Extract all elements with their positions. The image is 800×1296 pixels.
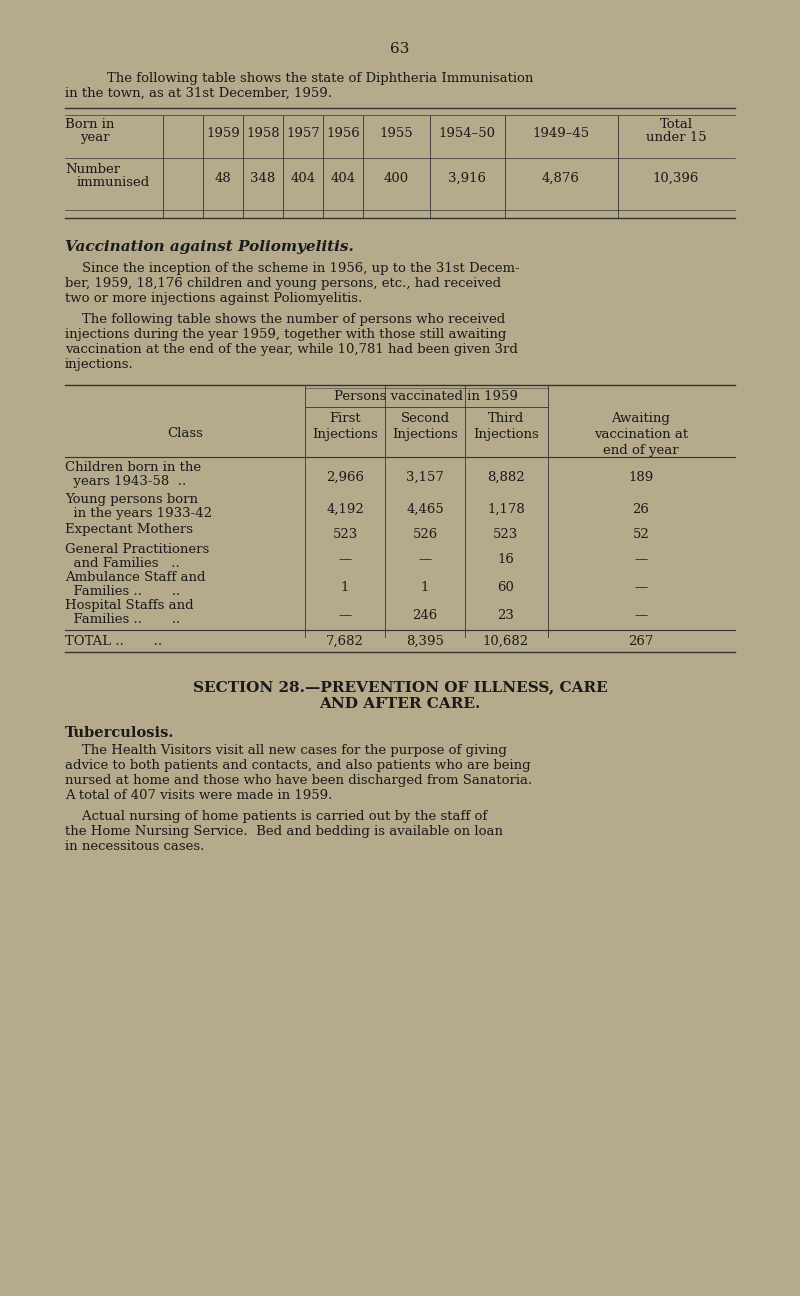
Text: AND AFTER CARE.: AND AFTER CARE. [319, 697, 481, 712]
Text: General Practitioners: General Practitioners [65, 543, 210, 556]
Text: A total of 407 visits were made in 1959.: A total of 407 visits were made in 1959. [65, 789, 332, 802]
Text: Actual nursing of home patients is carried out by the staff of: Actual nursing of home patients is carri… [65, 810, 487, 823]
Text: 1959: 1959 [206, 127, 240, 140]
Text: 8,395: 8,395 [406, 635, 444, 648]
Text: Families ..       ..: Families .. .. [65, 613, 180, 626]
Text: 4,876: 4,876 [542, 172, 580, 185]
Text: ber, 1959, 18,176 children and young persons, etc., had received: ber, 1959, 18,176 children and young per… [65, 277, 501, 290]
Text: —: — [418, 553, 432, 566]
Text: First
Injections: First Injections [312, 412, 378, 441]
Text: 523: 523 [332, 527, 358, 540]
Text: year: year [80, 131, 110, 144]
Text: —: — [338, 553, 352, 566]
Text: 1957: 1957 [286, 127, 320, 140]
Text: 246: 246 [412, 609, 438, 622]
Text: —: — [634, 581, 648, 594]
Text: Class: Class [167, 426, 203, 441]
Text: Total: Total [659, 118, 693, 131]
Text: SECTION 28.—PREVENTION OF ILLNESS, CARE: SECTION 28.—PREVENTION OF ILLNESS, CARE [193, 680, 607, 693]
Text: 4,465: 4,465 [406, 503, 444, 516]
Text: 23: 23 [498, 609, 514, 622]
Text: in the years 1933-42: in the years 1933-42 [65, 507, 212, 520]
Text: 60: 60 [498, 581, 514, 594]
Text: 1,178: 1,178 [487, 503, 525, 516]
Text: Second
Injections: Second Injections [392, 412, 458, 441]
Text: years 1943-58  ..: years 1943-58 .. [65, 476, 186, 489]
Text: —: — [338, 609, 352, 622]
Text: 523: 523 [494, 527, 518, 540]
Text: 404: 404 [290, 172, 315, 185]
Text: two or more injections against Poliomyelitis.: two or more injections against Poliomyel… [65, 292, 362, 305]
Text: Awaiting
vaccination at
end of year: Awaiting vaccination at end of year [594, 412, 688, 457]
Text: 348: 348 [250, 172, 276, 185]
Text: vaccination at the end of the year, while 10,781 had been given 3rd: vaccination at the end of the year, whil… [65, 343, 518, 356]
Text: 4,192: 4,192 [326, 503, 364, 516]
Text: —: — [634, 553, 648, 566]
Text: injections.: injections. [65, 358, 134, 371]
Text: 267: 267 [628, 635, 654, 648]
Text: 404: 404 [330, 172, 355, 185]
Text: the Home Nursing Service.  Bed and bedding is available on loan: the Home Nursing Service. Bed and beddin… [65, 826, 503, 839]
Text: 189: 189 [628, 470, 654, 483]
Text: 8,882: 8,882 [487, 470, 525, 483]
Text: Vaccination against Poliomyelitis.: Vaccination against Poliomyelitis. [65, 240, 354, 254]
Text: 26: 26 [633, 503, 650, 516]
Text: Young persons born: Young persons born [65, 492, 198, 505]
Text: 63: 63 [390, 41, 410, 56]
Text: Families ..       ..: Families .. .. [65, 584, 180, 597]
Text: 48: 48 [214, 172, 231, 185]
Text: 526: 526 [412, 527, 438, 540]
Text: 1: 1 [341, 581, 349, 594]
Text: nursed at home and those who have been discharged from Sanatoria.: nursed at home and those who have been d… [65, 774, 532, 787]
Text: 1955: 1955 [379, 127, 413, 140]
Text: The Health Visitors visit all new cases for the purpose of giving: The Health Visitors visit all new cases … [65, 744, 507, 757]
Text: 3,916: 3,916 [448, 172, 486, 185]
Text: advice to both patients and contacts, and also patients who are being: advice to both patients and contacts, an… [65, 759, 530, 772]
Text: 1: 1 [421, 581, 429, 594]
Text: 2,966: 2,966 [326, 470, 364, 483]
Text: The following table shows the state of Diphtheria Immunisation: The following table shows the state of D… [90, 73, 534, 86]
Text: 1958: 1958 [246, 127, 280, 140]
Text: 3,157: 3,157 [406, 470, 444, 483]
Text: 52: 52 [633, 527, 650, 540]
Text: Number: Number [65, 163, 120, 176]
Text: 400: 400 [383, 172, 409, 185]
Text: in necessitous cases.: in necessitous cases. [65, 840, 204, 853]
Text: Since the inception of the scheme in 1956, up to the 31st Decem-: Since the inception of the scheme in 195… [65, 262, 520, 275]
Text: Persons vaccinated in 1959: Persons vaccinated in 1959 [334, 390, 518, 403]
Text: The following table shows the number of persons who received: The following table shows the number of … [65, 314, 506, 327]
Text: 10,396: 10,396 [653, 172, 699, 185]
Text: Tuberculosis.: Tuberculosis. [65, 726, 174, 740]
Text: immunised: immunised [77, 176, 150, 189]
Text: 1956: 1956 [326, 127, 360, 140]
Text: 16: 16 [498, 553, 514, 566]
Text: Children born in the: Children born in the [65, 461, 201, 474]
Text: TOTAL ..       ..: TOTAL .. .. [65, 635, 162, 648]
Text: under 15: under 15 [646, 131, 706, 144]
Text: Third
Injections: Third Injections [473, 412, 539, 441]
Text: and Families   ..: and Families .. [65, 557, 180, 570]
Text: 1949–45: 1949–45 [533, 127, 590, 140]
Text: Ambulance Staff and: Ambulance Staff and [65, 572, 206, 584]
Text: Born in: Born in [65, 118, 114, 131]
Text: Expectant Mothers: Expectant Mothers [65, 524, 193, 537]
Text: 1954–50: 1954–50 [438, 127, 495, 140]
Text: 7,682: 7,682 [326, 635, 364, 648]
Text: 10,682: 10,682 [483, 635, 529, 648]
Text: injections during the year 1959, together with those still awaiting: injections during the year 1959, togethe… [65, 328, 506, 341]
Text: —: — [634, 609, 648, 622]
Text: Hospital Staffs and: Hospital Staffs and [65, 599, 194, 612]
Text: in the town, as at 31st December, 1959.: in the town, as at 31st December, 1959. [65, 87, 332, 100]
